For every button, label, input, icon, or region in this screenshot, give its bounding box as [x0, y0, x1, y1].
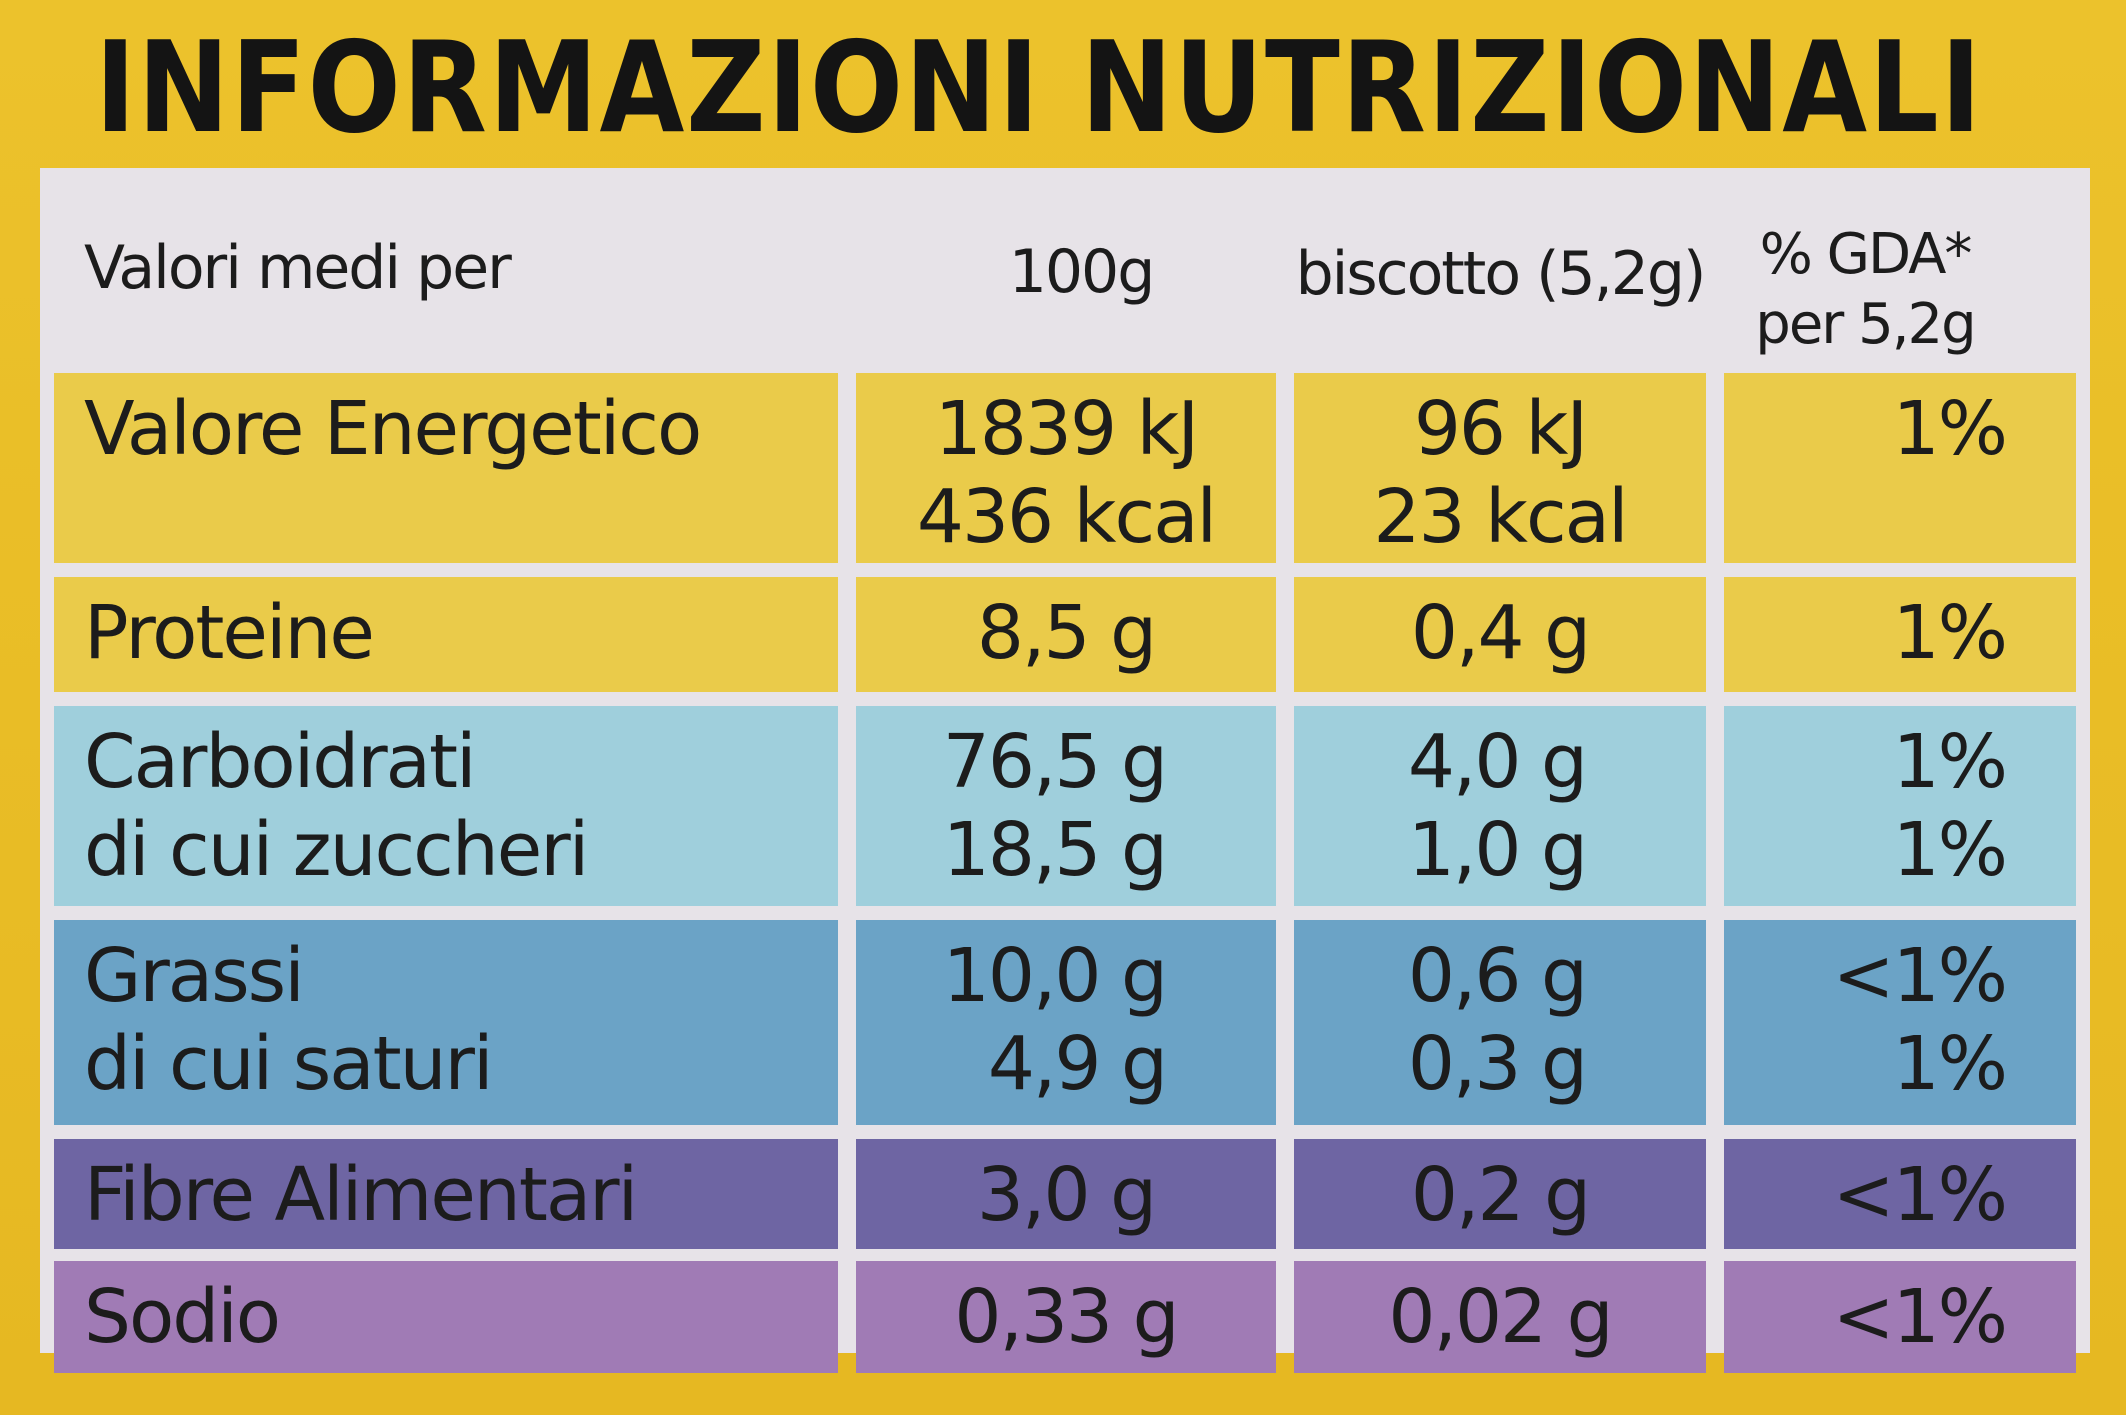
row-value-gda: 1%	[1724, 577, 2076, 692]
value-line: 23 kcal	[1373, 474, 1628, 560]
header-gda: % GDA* per 5,2g	[1724, 168, 2076, 383]
table-row-carbohydrates: Carboidrati di cui zuccheri 76,5 g 18,5 …	[40, 706, 2090, 906]
value-line: 1%	[1892, 386, 2008, 472]
header-per-biscuit: biscotto (5,2g)	[1295, 239, 1707, 309]
value-line: 1%	[1892, 719, 2008, 805]
value-line: 96 kJ	[1413, 386, 1588, 472]
row-label-line: Carboidrati	[84, 719, 477, 805]
row-label-line: Grassi	[84, 933, 305, 1019]
value-line: 0,33 g	[954, 1274, 1179, 1360]
table-header-row: Valori medi per 100g biscotto (5,2g) % G…	[40, 168, 2090, 383]
nutrition-table: Valori medi per 100g biscotto (5,2g) % G…	[40, 168, 2090, 1373]
value-line: <1%	[1832, 1152, 2008, 1238]
value-line: <1%	[1832, 933, 2008, 1019]
row-label: Valore Energetico	[54, 373, 838, 563]
value-line: 1%	[1892, 807, 2008, 893]
row-value-biscuit: 4,0 g 1,0 g	[1294, 706, 1706, 906]
row-value-gda: <1%	[1724, 1261, 2076, 1373]
row-value-100g: 3,0 g	[856, 1139, 1276, 1249]
value-line: <1%	[1832, 1274, 2008, 1360]
value-line: 8,5 g	[976, 590, 1157, 676]
value-line: 4,9 g	[987, 1021, 1168, 1107]
table-row-protein: Proteine 8,5 g 0,4 g 1%	[40, 577, 2090, 692]
header-gda-line1: % GDA*	[1759, 222, 1973, 287]
row-value-biscuit: 0,4 g	[1294, 577, 1706, 692]
row-label-line: Valore Energetico	[84, 386, 702, 472]
value-line: 76,5 g	[942, 719, 1168, 805]
value-line: 0,4 g	[1410, 590, 1591, 676]
row-value-gda: <1% 1%	[1724, 920, 2076, 1125]
row-label: Grassi di cui saturi	[54, 920, 838, 1125]
table-row-energy: Valore Energetico 1839 kJ 436 kcal 96 kJ…	[40, 373, 2090, 563]
value-line: 1,0 g	[1407, 807, 1588, 893]
value-line: 18,5 g	[942, 807, 1168, 893]
row-label: Proteine	[54, 577, 838, 692]
header-values-per: Valori medi per	[84, 233, 512, 303]
row-label-line: di cui saturi	[84, 1021, 494, 1107]
value-line: 10,0 g	[942, 933, 1168, 1019]
row-label: Carboidrati di cui zuccheri	[54, 706, 838, 906]
value-line: 1839 kJ	[934, 386, 1200, 472]
value-line: 1%	[1892, 1021, 2008, 1107]
row-label: Fibre Alimentari	[54, 1139, 838, 1249]
row-value-gda: <1%	[1724, 1139, 2076, 1249]
value-line: 0,3 g	[1407, 1021, 1588, 1107]
table-row-fats: Grassi di cui saturi 10,0 g 4,9 g 0,6 g …	[40, 920, 2090, 1125]
row-value-100g: 0,33 g	[856, 1261, 1276, 1373]
header-100g: 100g	[1008, 237, 1156, 307]
row-label-line: Sodio	[84, 1274, 281, 1360]
row-label-line: Proteine	[84, 590, 375, 676]
row-value-biscuit: 0,6 g 0,3 g	[1294, 920, 1706, 1125]
row-label-line: Fibre Alimentari	[84, 1152, 638, 1238]
row-value-biscuit: 96 kJ 23 kcal	[1294, 373, 1706, 563]
value-line: 0,2 g	[1410, 1152, 1591, 1238]
row-value-100g: 8,5 g	[856, 577, 1276, 692]
table-row-fibre: Fibre Alimentari 3,0 g 0,2 g <1%	[40, 1139, 2090, 1249]
row-label-line: di cui zuccheri	[84, 807, 589, 893]
row-value-gda: 1%	[1724, 373, 2076, 563]
nutrition-title: INFORMAZIONI NUTRIZIONALI	[95, 14, 1983, 161]
value-line: 3,0 g	[976, 1152, 1157, 1238]
value-line: 4,0 g	[1407, 719, 1588, 805]
row-value-biscuit: 0,2 g	[1294, 1139, 1706, 1249]
table-row-sodium: Sodio 0,33 g 0,02 g <1%	[40, 1261, 2090, 1373]
row-value-gda: 1% 1%	[1724, 706, 2076, 906]
value-line: 0,6 g	[1407, 933, 1588, 1019]
header-gda-line2: per 5,2g	[1755, 292, 1976, 357]
value-line: 436 kcal	[916, 474, 1217, 560]
value-line: 0,02 g	[1388, 1274, 1613, 1360]
row-value-biscuit: 0,02 g	[1294, 1261, 1706, 1373]
value-line: 1%	[1892, 590, 2008, 676]
row-label: Sodio	[54, 1261, 838, 1373]
row-value-100g: 76,5 g 18,5 g	[856, 706, 1276, 906]
row-value-100g: 1839 kJ 436 kcal	[856, 373, 1276, 563]
row-value-100g: 10,0 g 4,9 g	[856, 920, 1276, 1125]
